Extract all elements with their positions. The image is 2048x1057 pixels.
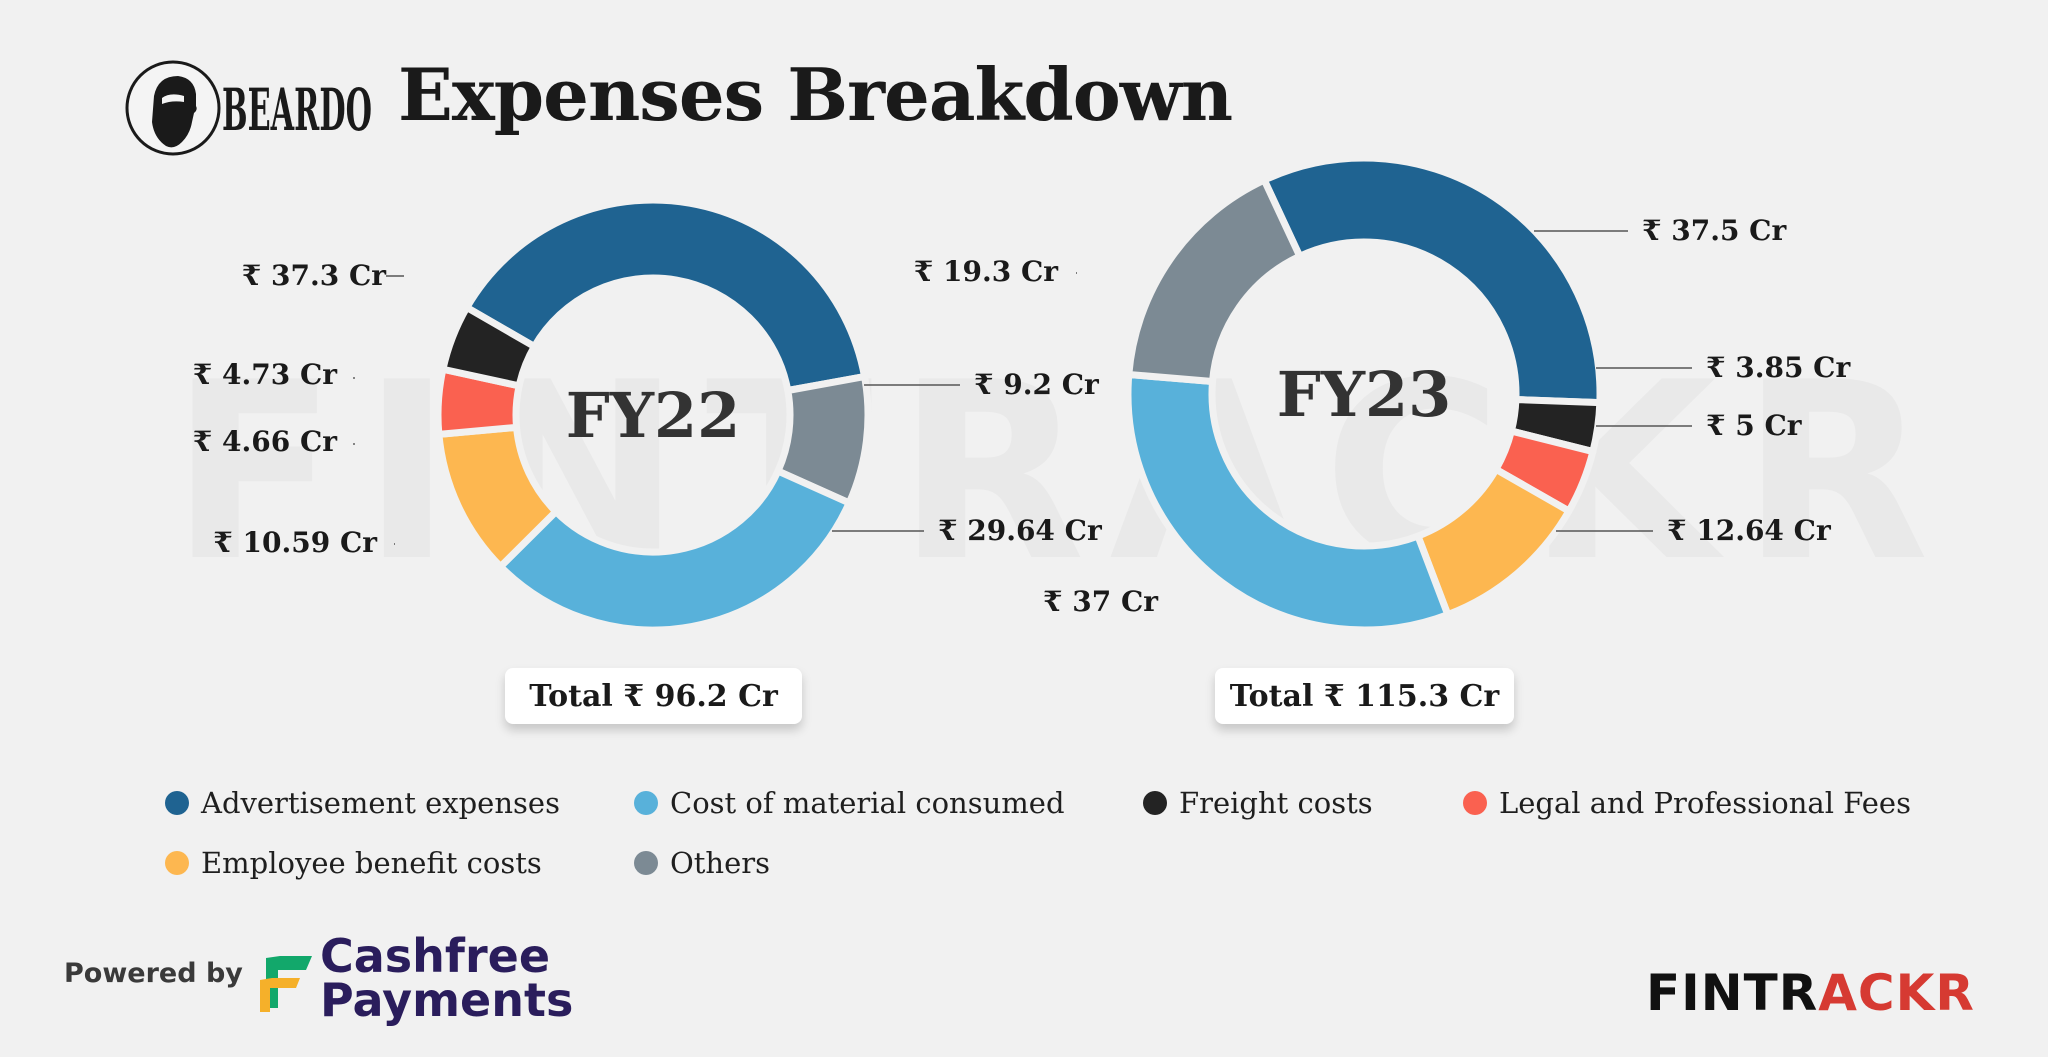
legend-swatch-others (634, 851, 658, 875)
powered-by-text: Powered by (64, 958, 243, 989)
center-label: FY22 (566, 379, 741, 452)
value-label: ₹ 4.73 Cr (193, 358, 338, 391)
donut-fy23: ₹ 37.5 Cr ₹ 3.85 Cr ₹ 5 Cr ₹ 12.64 Cr ₹ 37 C… (914, 154, 1851, 634)
total-fy22: Total ₹ 96.2 Cr (505, 668, 802, 724)
slice-advertisement-expenses (1260, 154, 1604, 407)
legend-swatch-legal (1463, 791, 1487, 815)
legend-swatch-employee (165, 851, 189, 875)
legend-swatch-material (634, 791, 658, 815)
legend-item-employee: Employee benefit costs (165, 846, 542, 880)
slice-cost-of-material-consumed (497, 467, 853, 634)
fintrackr-logo: FINTRACKR (1646, 964, 1975, 1022)
value-label: ₹ 29.64 Cr (938, 514, 1103, 547)
cashfree-wordmark: Cashfree Payments (320, 929, 580, 1027)
value-label: ₹ 3.85 Cr (1706, 351, 1851, 384)
slice-freight-costs (439, 304, 538, 390)
page-title: Expenses Breakdown (398, 52, 1233, 137)
legend-item-freight: Freight costs (1143, 786, 1373, 820)
fintrackr-logo-part2: ACKR (1818, 964, 1975, 1022)
legend-swatch-freight (1143, 791, 1167, 815)
donut-fy22: ₹ 37.3 Cr ₹ 9.2 Cr ₹ 29.64 Cr ₹ 10.59 Cr ₹ 4… (193, 196, 1103, 634)
beardo-logo: BEARDO (125, 60, 372, 156)
beardo-logo-text: BEARDO (222, 76, 372, 144)
legend-swatch-advertisement (165, 791, 189, 815)
value-label: ₹ 37 Cr (1043, 585, 1159, 618)
fintrackr-logo-part1: FINTR (1646, 964, 1819, 1022)
legend-item-legal: Legal and Professional Fees (1463, 786, 1911, 820)
value-label: ₹ 5 Cr (1706, 409, 1803, 442)
legend-item-material: Cost of material consumed (634, 786, 1065, 820)
total-fy23: Total ₹ 115.3 Cr (1215, 668, 1514, 724)
cashfree-logo-icon (260, 956, 312, 1012)
legend-label: Advertisement expenses (201, 786, 560, 820)
value-label: ₹ 4.66 Cr (193, 425, 338, 458)
legend-item-advertisement: Advertisement expenses (165, 786, 560, 820)
value-label: ₹ 10.59 Cr (213, 526, 378, 559)
legend-label: Cost of material consumed (670, 786, 1065, 820)
value-label: ₹ 37.3 Cr (242, 259, 387, 292)
value-label: ₹ 12.64 Cr (1667, 514, 1832, 547)
legend-label: Employee benefit costs (201, 846, 542, 880)
value-label: ₹ 9.2 Cr (974, 368, 1100, 401)
sponsor-line-2: Payments (320, 973, 574, 1027)
sponsor-line-1: Cashfree (320, 929, 551, 983)
slice-advertisement-expenses (463, 196, 869, 395)
center-label: FY23 (1277, 358, 1452, 431)
legend-label: Freight costs (1179, 786, 1373, 820)
value-label: ₹ 37.5 Cr (1642, 214, 1787, 247)
slice-cost-of-material-consumed (1124, 371, 1452, 634)
legend: Advertisement expenses Cost of material … (165, 786, 1911, 916)
legend-label: Others (670, 846, 771, 880)
slice-others (1125, 176, 1304, 385)
legend-item-others: Others (634, 846, 770, 880)
legend-label: Legal and Professional Fees (1499, 786, 1911, 820)
value-label: ₹ 19.3 Cr (914, 255, 1059, 288)
